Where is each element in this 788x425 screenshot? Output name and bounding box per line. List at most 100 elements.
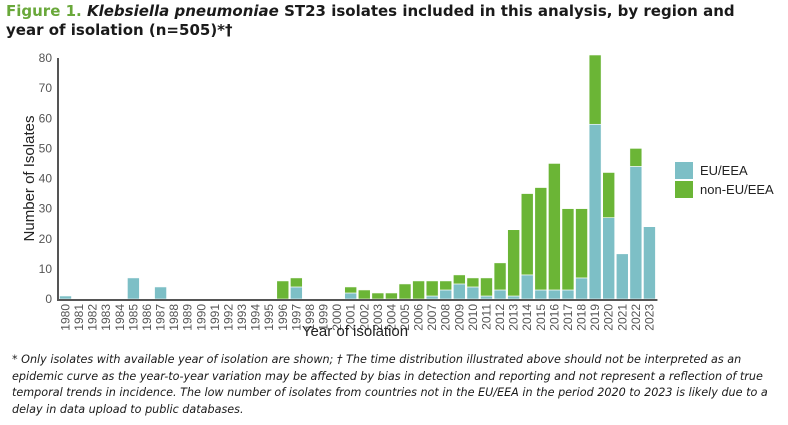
x-tick-label: 1991 — [208, 304, 222, 331]
x-tick-label: 2018 — [575, 304, 589, 331]
x-tick-label: 1984 — [113, 304, 127, 331]
bar-eu-2015 — [534, 289, 548, 300]
x-tick-label: 1985 — [126, 304, 140, 331]
bar-eu-2021 — [615, 253, 629, 300]
bar-eu-2022 — [629, 166, 643, 300]
x-axis-label: Year of isolation — [302, 323, 408, 340]
x-tick-label: 1981 — [72, 304, 86, 331]
x-tick-label: 1987 — [154, 304, 168, 331]
bar-eu-2011 — [480, 295, 493, 300]
bar-non-eu-2015 — [534, 187, 548, 291]
bar-eu-2008 — [439, 289, 453, 300]
x-tick-label: 2020 — [602, 304, 616, 331]
x-tick-label: 1990 — [194, 304, 208, 331]
bar-eu-1980 — [59, 295, 72, 300]
legend-swatch — [675, 181, 693, 198]
x-tick-label: 1980 — [59, 304, 73, 331]
bar-eu-1985 — [127, 277, 140, 300]
y-tick-label: 10 — [39, 262, 53, 276]
bar-non-eu-2012 — [493, 262, 507, 291]
species-name: Klebsiella pneumoniae — [86, 2, 279, 20]
x-tick-label: 2004 — [384, 304, 398, 331]
y-axis-label: Number of Isolates — [21, 116, 38, 242]
y-tick-label: 80 — [39, 51, 53, 65]
bar-eu-2009 — [453, 283, 466, 300]
x-tick-label: 2010 — [466, 304, 480, 331]
bar-eu-2001 — [344, 292, 357, 300]
bar-non-eu-2008 — [439, 280, 453, 291]
y-tick-label: 20 — [39, 232, 53, 246]
x-tick-label: 2023 — [642, 304, 656, 331]
bar-non-eu-2017 — [561, 208, 575, 291]
x-tick-label: 2005 — [398, 304, 412, 331]
legend-swatch — [675, 162, 693, 179]
bar-non-eu-2002 — [357, 289, 371, 300]
x-tick-label: 1982 — [86, 304, 100, 331]
x-tick-label: 2019 — [588, 304, 602, 331]
x-tick-label: 1992 — [221, 304, 235, 331]
y-tick-label: 50 — [39, 141, 53, 155]
bar-eu-1987 — [154, 286, 167, 300]
bar-eu-2010 — [466, 286, 480, 300]
x-tick-label: 1983 — [99, 304, 113, 331]
x-tick-label: 1994 — [249, 304, 263, 331]
x-tick-label: 2012 — [493, 304, 507, 331]
x-tick-label: 2016 — [547, 304, 561, 331]
figure-label: Figure 1. — [6, 2, 82, 20]
bar-non-eu-2004 — [385, 292, 398, 300]
x-tick-label: 2022 — [629, 304, 643, 331]
x-tick-label: 1988 — [167, 304, 181, 331]
x-axis-ticks: 1980 1981 1982 1983 1984 1985 1986 1987 1988 1989… — [59, 304, 657, 331]
bar-eu-2014 — [520, 274, 534, 300]
legend-label: non-EU/EEA — [700, 182, 774, 197]
x-tick-label: 2001 — [344, 304, 358, 331]
bar-eu-2019 — [588, 123, 602, 300]
x-tick-label: 2000 — [330, 304, 344, 331]
bar-non-eu-2018 — [575, 208, 588, 279]
x-tick-label: 2006 — [412, 304, 426, 331]
bar-non-eu-2003 — [371, 292, 385, 300]
bar-eu-2013 — [507, 295, 520, 300]
x-tick-label: 2021 — [615, 304, 629, 331]
figure-title: Figure 1. Klebsiella pneumoniae ST23 iso… — [6, 2, 776, 40]
y-tick-label: 70 — [39, 81, 53, 95]
bar-eu-2020 — [602, 217, 616, 300]
y-tick-label: 0 — [45, 292, 52, 306]
bar-eu-1997 — [290, 286, 303, 300]
x-tick-label: 2002 — [357, 304, 371, 331]
x-tick-label: 2003 — [371, 304, 385, 331]
x-tick-label: 1999 — [317, 304, 331, 331]
x-tick-label: 1995 — [262, 304, 276, 331]
y-tick-label: 40 — [39, 172, 53, 186]
legend: EU/EEA non-EU/EEA — [675, 162, 774, 198]
bar-non-eu-2013 — [507, 229, 520, 297]
y-axis-ticks: 0 10 20 30 40 50 60 70 80 — [39, 51, 53, 306]
bar-non-eu-2019 — [588, 54, 602, 125]
x-tick-label: 2017 — [561, 304, 575, 331]
legend-label: EU/EEA — [700, 163, 748, 178]
footnote: * Only isolates with available year of i… — [12, 353, 768, 416]
bar-non-eu-2016 — [548, 163, 561, 291]
bar-non-eu-2020 — [602, 172, 616, 218]
x-tick-label: 2008 — [439, 304, 453, 331]
x-tick-label: 2009 — [452, 304, 466, 331]
x-tick-label: 2013 — [507, 304, 521, 331]
bar-non-eu-2022 — [629, 148, 643, 167]
bar-non-eu-2006 — [412, 280, 425, 300]
bar-eu-2012 — [493, 289, 507, 300]
bar-non-eu-2001 — [344, 286, 357, 294]
x-tick-label: 1986 — [140, 304, 154, 331]
bar-non-eu-1997 — [290, 277, 303, 288]
bar-eu-2007 — [425, 295, 439, 300]
bar-non-eu-2007 — [425, 280, 439, 297]
x-tick-label: 1993 — [235, 304, 249, 331]
x-tick-label: 2007 — [425, 304, 439, 331]
x-tick-label: 1997 — [289, 304, 303, 331]
bar-non-eu-2011 — [480, 277, 493, 297]
bar-non-eu-1996 — [276, 280, 290, 300]
bar-eu-2018 — [575, 277, 588, 300]
bar-eu-2023 — [643, 226, 656, 300]
bar-eu-2016 — [548, 289, 561, 300]
x-tick-label: 1998 — [303, 304, 317, 331]
